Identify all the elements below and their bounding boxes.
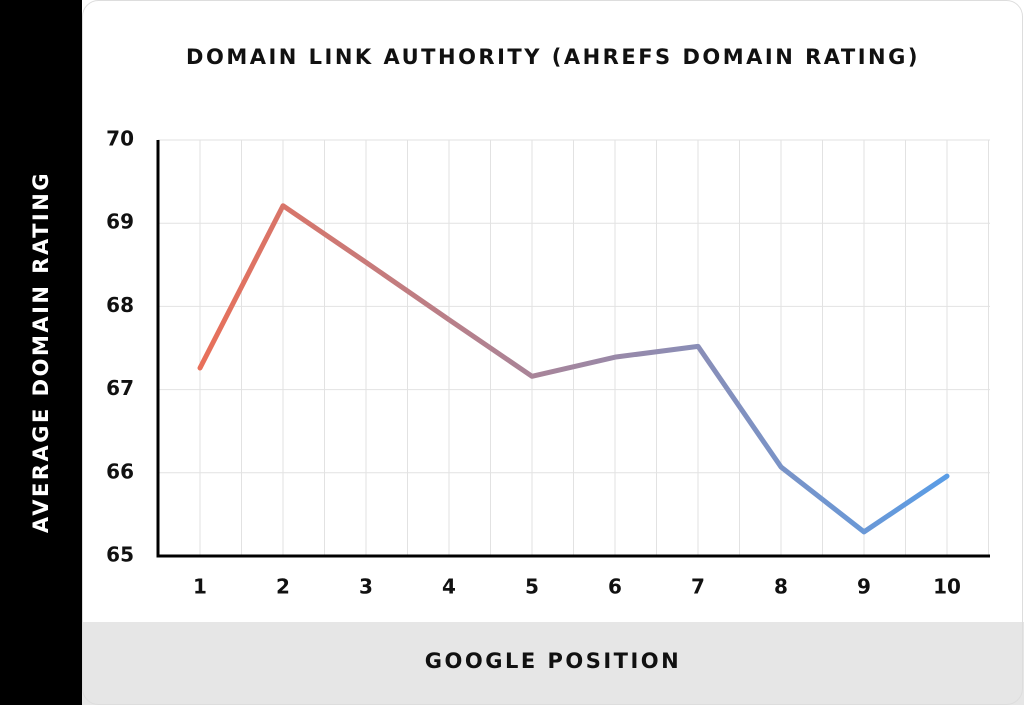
y-tick-label: 69 bbox=[106, 210, 134, 234]
x-tick-label: 1 bbox=[193, 575, 207, 599]
x-axis-title: GOOGLE POSITION bbox=[425, 649, 681, 673]
y-tick-label: 70 bbox=[106, 127, 134, 151]
y-axis-title: AVERAGE DOMAIN RATING bbox=[29, 171, 53, 533]
y-label-band bbox=[0, 0, 82, 705]
chart-title: DOMAIN LINK AUTHORITY (AHREFS DOMAIN RAT… bbox=[186, 45, 920, 69]
x-tick-label: 2 bbox=[276, 575, 290, 599]
x-tick-label: 10 bbox=[933, 575, 961, 599]
x-tick-label: 7 bbox=[691, 575, 705, 599]
y-tick-label: 65 bbox=[106, 543, 134, 567]
y-tick-label: 68 bbox=[106, 293, 134, 317]
x-label-band bbox=[82, 622, 1024, 705]
x-tick-label: 6 bbox=[608, 575, 622, 599]
x-tick-label: 9 bbox=[857, 575, 871, 599]
x-tick-label: 8 bbox=[774, 575, 788, 599]
x-tick-label: 3 bbox=[359, 575, 373, 599]
data-line bbox=[197, 203, 950, 535]
y-tick-label: 66 bbox=[106, 459, 134, 483]
x-tick-label: 5 bbox=[525, 575, 539, 599]
y-tick-label: 67 bbox=[106, 376, 134, 400]
x-tick-label: 4 bbox=[442, 575, 456, 599]
